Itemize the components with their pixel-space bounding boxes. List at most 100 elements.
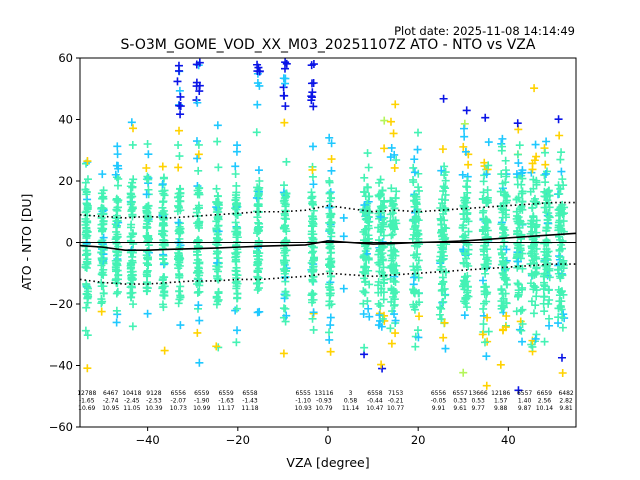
data-point (308, 314, 317, 323)
data-point (512, 195, 521, 204)
data-point (411, 342, 420, 351)
data-point (232, 304, 241, 313)
data-point (483, 259, 492, 268)
data-point (554, 265, 563, 274)
data-point (231, 169, 240, 178)
data-point (389, 276, 398, 285)
data-point (112, 289, 121, 298)
annotation-text: 3 (349, 390, 353, 397)
data-point (387, 231, 396, 240)
data-point (409, 273, 418, 282)
annotation-text: -0.05 (431, 398, 447, 405)
annotation-text: 13666 (469, 390, 488, 397)
annotation-text: 0.33 (453, 398, 467, 405)
annotation-text: 6482 (558, 390, 573, 397)
data-point (482, 352, 491, 361)
data-point (390, 310, 399, 319)
data-point (307, 248, 316, 257)
data-point (97, 270, 106, 279)
data-point (195, 287, 204, 296)
y-axis-label: ATO - NTO [DU] (19, 194, 34, 291)
data-point (83, 157, 92, 166)
data-point (484, 327, 493, 336)
data-point (518, 205, 527, 214)
y-tick-label: −40 (49, 359, 73, 373)
data-point (389, 223, 398, 232)
data-point (144, 150, 153, 159)
data-point (517, 189, 526, 198)
data-point (482, 170, 491, 179)
annotation-text: 10.93 (295, 405, 312, 412)
data-point (556, 301, 565, 310)
data-point (540, 307, 549, 316)
data-point (175, 126, 184, 135)
data-point (212, 184, 221, 193)
data-point (460, 311, 469, 320)
annotation-text: 1.57 (494, 398, 508, 405)
data-point (479, 188, 488, 197)
data-point (479, 320, 488, 329)
data-point (391, 329, 400, 338)
data-point (81, 178, 90, 187)
data-point (518, 168, 527, 177)
data-point (512, 170, 521, 179)
data-point (232, 188, 241, 197)
data-point (114, 271, 123, 280)
data-point (195, 81, 204, 90)
data-point (83, 331, 92, 340)
data-point (514, 257, 523, 266)
data-point (112, 259, 121, 268)
data-point (498, 289, 507, 298)
data-point (479, 304, 488, 313)
data-point (480, 287, 489, 296)
data-point (436, 303, 445, 312)
data-point (459, 232, 468, 241)
data-point (478, 208, 487, 217)
data-point (377, 284, 386, 293)
annotation-text: -1.65 (79, 398, 95, 405)
annotation-text: 11.17 (218, 405, 235, 412)
data-point (558, 323, 567, 332)
data-point (437, 220, 446, 229)
annotation-text: -0.93 (316, 398, 332, 405)
data-point (415, 240, 424, 249)
data-point (144, 234, 153, 243)
data-point (496, 360, 505, 369)
data-point (309, 78, 318, 87)
data-point (498, 269, 507, 278)
data-point (99, 233, 108, 242)
data-point (409, 300, 418, 309)
data-point (160, 346, 169, 355)
annotation-text: 0.58 (344, 398, 358, 405)
data-point (387, 184, 396, 193)
data-point (458, 170, 467, 179)
data-point (438, 199, 447, 208)
data-point (97, 307, 106, 316)
data-point (483, 218, 492, 227)
data-point (327, 272, 336, 281)
data-point (282, 59, 291, 68)
data-point (391, 100, 400, 109)
data-point (126, 182, 135, 191)
x-tick-label: 40 (501, 433, 516, 447)
data-point (127, 293, 136, 302)
data-point (113, 150, 122, 159)
data-point (214, 295, 223, 304)
data-point (386, 196, 395, 205)
data-point (326, 313, 335, 322)
data-point (325, 328, 334, 337)
annotation-text: -1.90 (194, 398, 210, 405)
data-point (502, 192, 511, 201)
data-point (233, 326, 242, 335)
data-point (479, 245, 488, 254)
annotation-text: 10.95 (102, 405, 119, 412)
data-point (502, 245, 511, 254)
data-point (158, 300, 167, 309)
annotation-text: 12186 (491, 390, 510, 397)
data-point (439, 204, 448, 213)
data-point (464, 227, 473, 236)
data-point (325, 189, 334, 198)
data-point (176, 197, 185, 206)
x-axis-label: VZA [degree] (286, 455, 369, 470)
data-point (498, 134, 507, 143)
